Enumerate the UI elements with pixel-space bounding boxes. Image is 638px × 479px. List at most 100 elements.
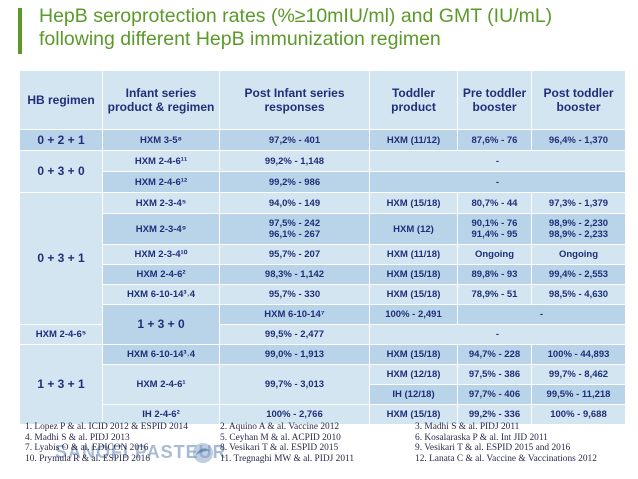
header-pre-toddler: Pre toddler booster [457, 70, 532, 130]
post-toddler-cell: 99,4% - 2,553 [531, 264, 626, 285]
title-accent-bar [18, 8, 22, 54]
reference-item: 4. Madhi S & al. PIDJ 2013 [25, 432, 130, 443]
merged-cell: - [369, 171, 626, 193]
infant-cell: HXM 2-4-6² [102, 264, 220, 285]
reference-item: 3. Madhi S & al. PIDJ 2011 [415, 422, 520, 432]
toddler-cell: HXM (12) [369, 213, 458, 245]
post-toddler-cell: 100% - 44,893 [531, 344, 626, 365]
infant-cell: HXM 2-4-6¹ [102, 364, 220, 405]
post-toddler-line-2: 98,9% - 2,233 [548, 229, 609, 240]
table-row: 0 + 2 + 1 HXM 3-5⁸ 97,2% - 401 HXM (11/1… [19, 129, 626, 151]
post-infant-cell: 98,3% - 1,142 [219, 264, 370, 285]
pre-toddler-cell: 97,5% - 386 [457, 364, 532, 385]
post-infant-cell: 94,0% - 149 [219, 192, 370, 214]
pre-toddler-cell: 78,9% - 51 [457, 284, 532, 305]
regimen-group: 1 + 3 + 1 [19, 344, 103, 425]
reference-item: 6. Kosalaraska P & al. Int JID 2011 [415, 432, 548, 443]
pre-toddler-cell: 99,2% - 336 [457, 404, 532, 425]
header-toddler: Toddler product [369, 70, 458, 130]
regimen-group: 0 + 3 + 1 [19, 192, 103, 325]
table-row: HXM 2-3-4¹⁰ 95,7% - 207 HXM (11/18) Ongo… [20, 244, 626, 265]
toddler-cell: HXM (12/18) [369, 364, 458, 385]
table-row: HXM 2-4-6² 98,3% - 1,142 HXM (15/18) 89,… [20, 264, 626, 285]
post-toddler-cell: 96,4% - 1,370 [531, 129, 626, 151]
infant-cell: HXM 6-10-14⁷ [219, 304, 370, 325]
toddler-cell: HXM (15/18) [369, 284, 458, 305]
pre-toddler-cell: 80,7% - 44 [457, 192, 532, 214]
reference-item: 8. Vesikari T & al. ESPID 2015 [220, 443, 339, 453]
post-toddler-cell: 99,5% - 11,218 [531, 384, 626, 405]
infant-cell: HXM 2-4-6¹² [102, 171, 220, 193]
merged-cell: - [457, 304, 626, 325]
post-infant-cell: 99,2% - 986 [219, 171, 370, 193]
post-toddler-line-1: 98,9% - 2,230 [548, 218, 609, 229]
title-area: HepB seroprotection rates (%≥10mIU/ml) a… [39, 5, 629, 51]
reference-item: 7. Lyabis O & al. EDICON 2016 [25, 443, 149, 453]
post-infant-cell: 95,7% - 330 [219, 284, 370, 305]
infant-cell: IH 2-4-6² [102, 404, 220, 425]
reference-item: 5. Ceyhan M & al. ACPID 2010 [220, 432, 341, 443]
table-row: IH 2-4-6² 100% - 2,766 HXM (15/18) 99,2%… [20, 404, 626, 425]
pre-toddler-cell: 89,8% - 93 [457, 264, 532, 285]
pre-toddler-line-1: 90,1% - 76 [471, 218, 518, 229]
infant-cell: HXM 6-10-14³˒4 [102, 284, 220, 305]
post-infant-cell: 99,0% - 1,913 [219, 344, 370, 365]
table-row: 0 + 3 + 1 HXM 2-3-4⁵ 94,0% - 149 HXM (15… [19, 192, 626, 325]
sanofi-pasteur-logo: SANOFI PASTEUR [55, 442, 227, 462]
post-toddler-cell: 98,9% - 2,230 98,9% - 2,233 [531, 213, 626, 245]
reference-item: 11. Tregnaghi MW & al. PIDJ 2011 [220, 453, 355, 464]
post-infant-cell: 95,7% - 207 [219, 244, 370, 265]
post-toddler-cell: 97,3% - 1,379 [531, 192, 626, 214]
header-hb-regimen: HB regimen [19, 70, 103, 130]
post-toddler-cell: 99,7% - 8,462 [531, 364, 626, 385]
post-toddler-cell: Ongoing [531, 244, 626, 265]
post-infant-cell: 100% - 2,766 [219, 404, 370, 425]
pre-toddler-cell: 97,7% - 406 [457, 384, 532, 405]
infant-cell: HXM 3-5⁸ [102, 129, 220, 151]
header-infant-series: Infant series product & regimen [102, 70, 220, 130]
references-col-3: 3. Madhi S & al. PIDJ 2011 6. Kosalarask… [415, 422, 597, 464]
pre-toddler-line-2: 91,4% - 95 [471, 229, 518, 240]
header-post-infant: Post Infant series responses [219, 70, 370, 130]
pre-toddler-cell: 90,1% - 76 91,4% - 95 [457, 213, 532, 245]
post-infant-cell: 99,5% - 2,477 [219, 324, 370, 345]
table-row: HXM 2-4-6¹² 99,2% - 986 - [20, 171, 626, 193]
regimen-group: 0 + 2 + 1 [19, 129, 103, 151]
merged-cell: - [369, 150, 626, 172]
table-row: HXM 2-4-6¹ 99,7% - 3,013 HXM (12/18) 97,… [20, 364, 626, 405]
header-post-toddler: Post toddler booster [531, 70, 626, 130]
pre-toddler-cell: Ongoing [457, 244, 532, 265]
references-col-1: 1. Lopez P & al. ICID 2012 & ESPID 2014 … [25, 422, 188, 464]
toddler-cell: HXM (15/18) [369, 264, 458, 285]
infant-cell: HXM 2-3-4⁵ [102, 192, 220, 214]
post-infant-cell: 100% - 2,491 [369, 304, 458, 325]
post-infant-cell: 97,2% - 401 [219, 129, 370, 151]
reference-item: 12. Lanata C & al. Vaccine & Vaccination… [415, 453, 597, 464]
table-row: HXM 2-3-4⁹ 97,5% - 242 96,1% - 267 HXM (… [20, 213, 626, 245]
table-row: HXM 6-10-14³˒4 95,7% - 330 HXM (15/18) 7… [20, 284, 626, 305]
seroprotection-table: HB regimen Infant series product & regim… [19, 70, 626, 425]
regimen-group: 1 + 3 + 0 [102, 304, 220, 345]
infant-cell: HXM 2-4-6⁵ [19, 324, 103, 345]
toddler-cell: HXM (15/18) [369, 344, 458, 365]
pre-toddler-cell: 94,7% - 228 [457, 344, 532, 365]
infant-cell: HXM 2-4-6¹¹ [102, 150, 220, 172]
reference-item: 9. Vesikari T & al. ESPID 2015 and 2016 [415, 443, 571, 453]
infant-cell: HXM 6-10-14³˒4 [102, 344, 220, 365]
reference-item: 10. Prymula R & al. ESPID 2016 [25, 453, 151, 464]
post-infant-cell: 99,2% - 1,148 [219, 150, 370, 172]
table-header-row: HB regimen Infant series product & regim… [19, 70, 626, 130]
toddler-cell: IH (12/18) [369, 384, 458, 405]
page-title: HepB seroprotection rates (%≥10mIU/ml) a… [39, 5, 553, 50]
post-infant-cell: 99,7% - 3,013 [219, 364, 370, 405]
merged-cell: - [369, 324, 626, 345]
post-toddler-cell: 98,5% - 4,630 [531, 284, 626, 305]
pre-toddler-cell: 87,6% - 76 [457, 129, 532, 151]
infant-cell: HXM 2-3-4⁹ [102, 213, 220, 245]
infant-cell: HXM 2-3-4¹⁰ [102, 244, 220, 265]
post-infant-cell: 97,5% - 242 96,1% - 267 [219, 213, 370, 245]
post-infant-line-2: 96,1% - 267 [268, 229, 321, 240]
table-row: 1 + 3 + 1 HXM 6-10-14³˒4 99,0% - 1,913 H… [19, 344, 626, 425]
toddler-cell: HXM (11/12) [369, 129, 458, 151]
regimen-group: 0 + 3 + 0 [19, 150, 103, 193]
